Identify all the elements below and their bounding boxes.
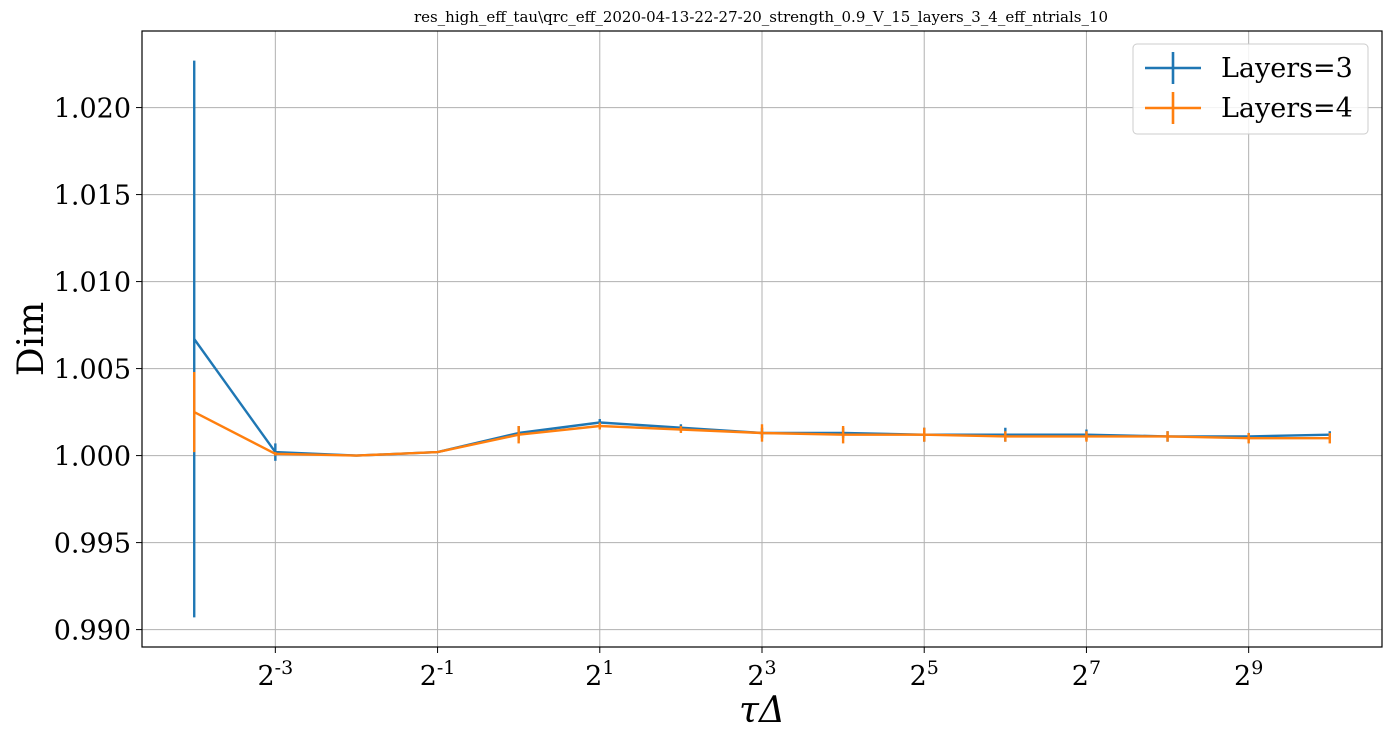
legend-item: Layers=3 [1145, 52, 1353, 84]
y-axis-ticks: 0.990 0.995 1.000 1.005 1.010 1.015 1.020 [54, 94, 142, 647]
legend-label: Layers=4 [1221, 93, 1353, 124]
y-tick-label: 1.000 [54, 442, 131, 473]
y-tick-label: 1.015 [54, 181, 131, 212]
x-tick-label: 27 [1072, 657, 1101, 692]
series-layer [193, 60, 1331, 618]
legend-box [1132, 43, 1369, 135]
x-tick-label: 21 [585, 657, 614, 692]
legend-label: Layers=3 [1221, 53, 1353, 84]
y-axis-label: Dim [11, 302, 52, 377]
y-tick-label: 0.995 [54, 529, 131, 560]
y-tick-label: 1.005 [54, 355, 131, 386]
y-tick-label: 1.010 [54, 268, 131, 299]
x-tick-label: 25 [910, 657, 939, 692]
legend: Layers=3 Layers=4 [1132, 43, 1369, 135]
x-axis-ticks: 2-3 2-1 21 23 25 27 29 [257, 647, 1263, 692]
series-2 [193, 372, 1331, 457]
y-tick-label: 0.990 [54, 616, 131, 647]
x-axis-label: τΔ [739, 690, 785, 731]
chart-title: res_high_eff_tau\qrc_eff_2020-04-13-22-2… [414, 8, 1108, 26]
legend-item: Layers=4 [1145, 92, 1353, 124]
x-tick-label: 2-3 [257, 657, 293, 692]
y-tick-label: 1.020 [54, 94, 131, 125]
x-tick-label: 23 [747, 657, 776, 692]
x-tick-label: 2-1 [420, 657, 456, 692]
x-tick-label: 29 [1234, 657, 1263, 692]
